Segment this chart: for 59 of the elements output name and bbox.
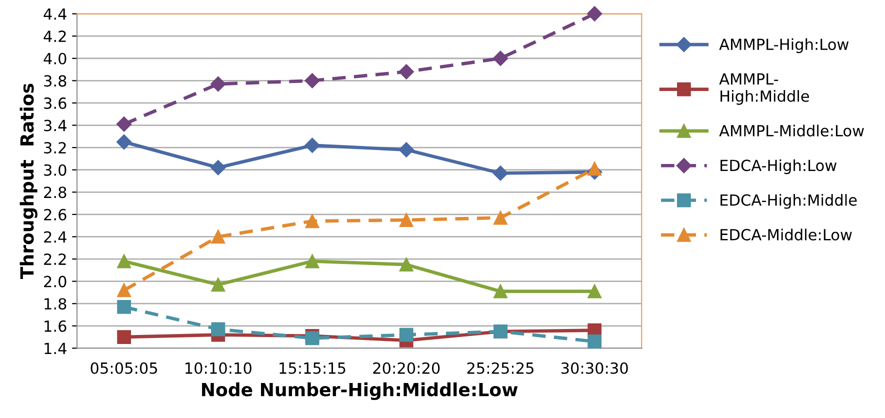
y-tick-label: 4.2	[44, 30, 66, 42]
point	[587, 6, 602, 22]
x-tick-label: 05:05:05	[90, 362, 158, 374]
y-tick-label: 2.4	[44, 231, 66, 243]
point	[211, 230, 226, 244]
legend-label: EDCA-High:Middle	[720, 194, 857, 209]
point	[304, 138, 320, 153]
point	[305, 214, 320, 228]
legend-label: AMMPL-High:Low	[719, 38, 849, 54]
y-tick-label: 3.0	[44, 164, 66, 176]
point	[116, 134, 132, 150]
legend-label: EDCA-Middle:Low	[720, 228, 852, 240]
x-tick-label: 10:10:10	[186, 362, 252, 374]
x-tick-label: 15:15:15	[280, 362, 346, 374]
point	[210, 76, 226, 92]
point	[588, 284, 602, 298]
point	[117, 283, 131, 298]
point	[304, 73, 320, 88]
x-axis-title: Node Number-High:Middle:Low	[202, 382, 518, 400]
point	[494, 284, 508, 298]
point	[399, 213, 414, 227]
point	[399, 258, 414, 272]
legend-label: AMMPL-Middle:Low	[719, 124, 864, 137]
point	[399, 328, 414, 342]
y-tick-label: 3.2	[44, 142, 66, 154]
point	[211, 278, 226, 292]
y-tick-label: 4.0	[44, 52, 66, 64]
x-tick-label: 20:20:20	[373, 362, 440, 374]
y-tick-label: 1.6	[44, 320, 66, 332]
y-tick-label: 1.4	[44, 342, 66, 354]
point	[210, 160, 226, 176]
point	[588, 334, 602, 348]
point	[398, 64, 414, 80]
y-tick-label: 2.0	[44, 276, 66, 288]
y-tick-label: 2.6	[44, 208, 66, 220]
point	[211, 322, 226, 336]
point	[492, 50, 508, 66]
point	[588, 162, 602, 176]
y-tick-label: 4.4	[44, 8, 66, 20]
point	[117, 254, 131, 268]
y-tick-label: 3.6	[44, 97, 66, 109]
y-tick-label: 3.4	[44, 120, 66, 132]
y-tick-label: 1.8	[44, 298, 66, 310]
x-tick-label: 25:25:25	[467, 362, 534, 374]
point	[492, 166, 508, 181]
point	[117, 300, 131, 314]
point	[398, 142, 414, 158]
point	[305, 331, 320, 346]
point	[117, 330, 131, 344]
y-tick-label: 2.2	[44, 253, 66, 265]
point	[494, 210, 508, 225]
x-tick-label: 30:30:30	[561, 362, 628, 374]
legend-label: AMMPL-High:Middle	[719, 73, 809, 105]
point	[116, 116, 132, 132]
y-tick-label: 2.8	[44, 186, 66, 198]
legend-label: EDCA-High:Low	[720, 159, 836, 174]
y-axis-title: Throughput Ratios	[20, 84, 38, 279]
y-tick-label: 3.8	[44, 75, 66, 87]
point	[305, 254, 320, 268]
